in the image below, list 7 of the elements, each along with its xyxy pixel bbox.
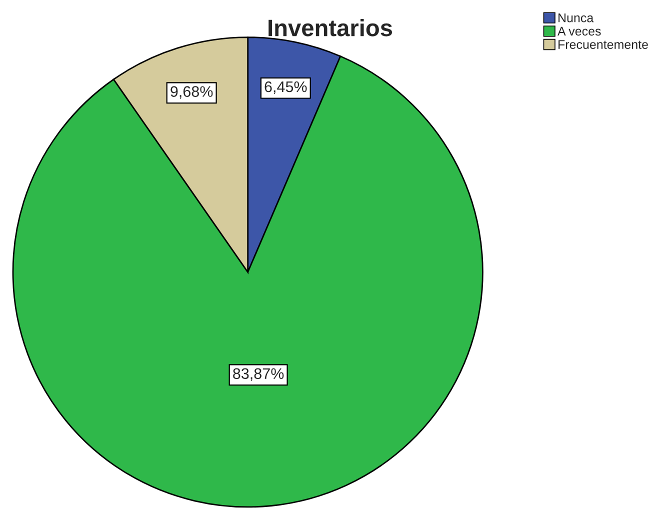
data-label: 83,87% bbox=[233, 368, 284, 381]
data-label: 9,68% bbox=[170, 86, 213, 99]
legend-label: Nunca bbox=[558, 14, 594, 22]
legend-label: Frecuentemente bbox=[558, 40, 648, 49]
data-label: 6,45% bbox=[264, 81, 307, 94]
legend-label: A veces bbox=[558, 26, 601, 36]
chart-title: Inventarios bbox=[268, 18, 392, 36]
